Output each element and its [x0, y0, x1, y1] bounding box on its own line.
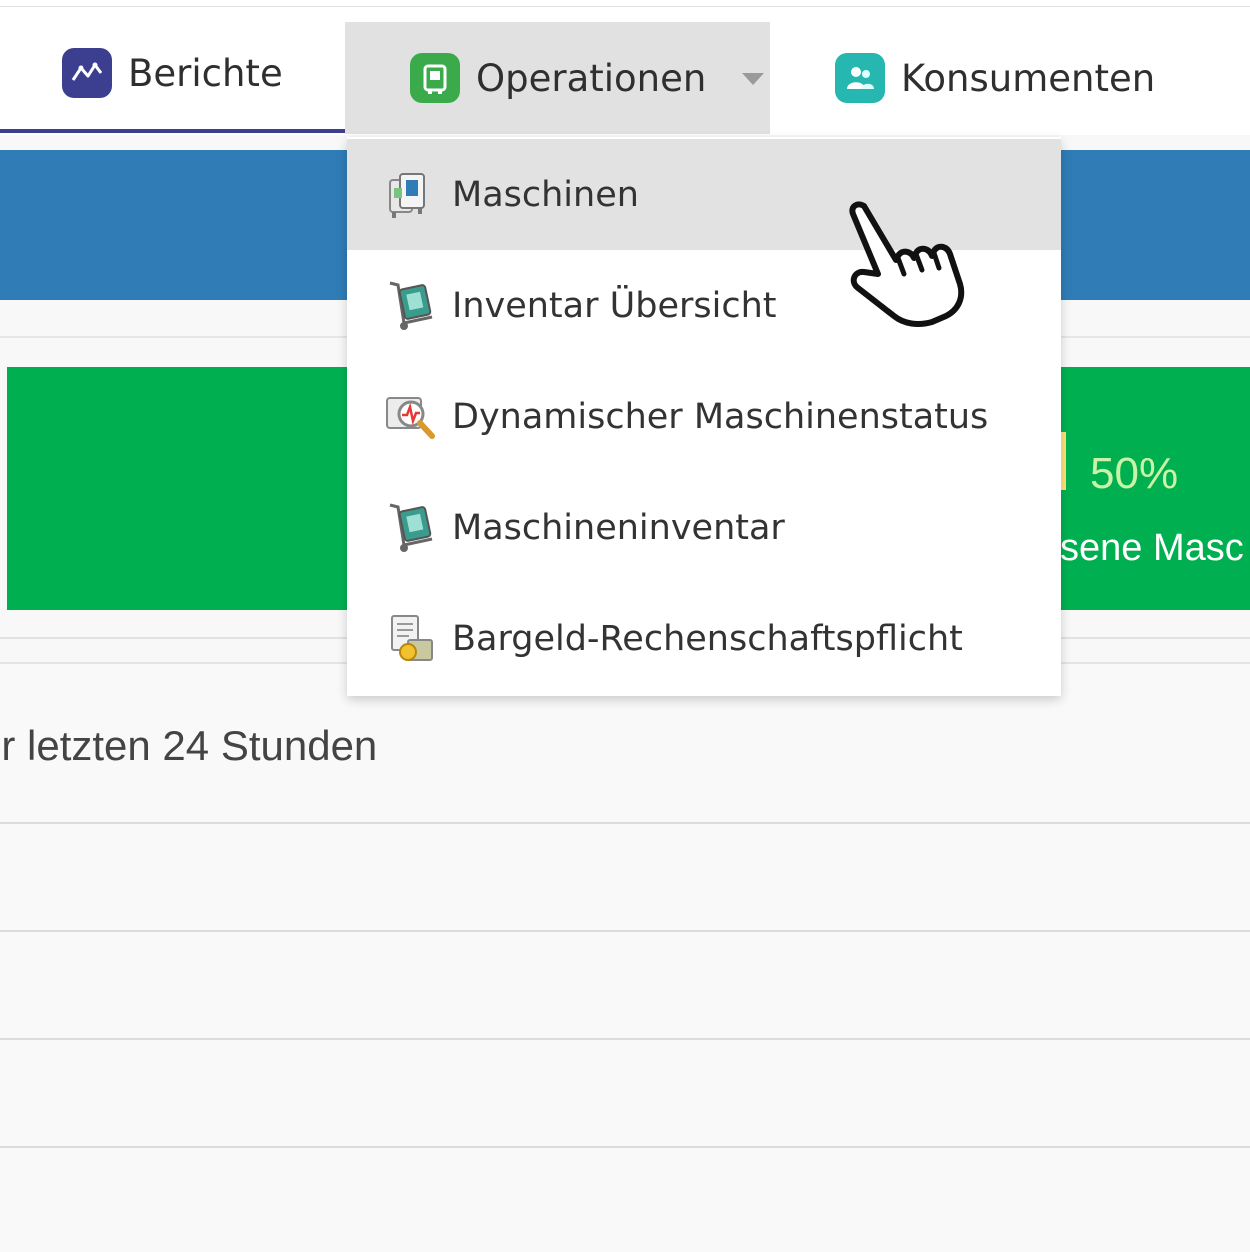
tab-berichte[interactable]: Berichte — [62, 48, 283, 98]
stat-label: sene Masc — [1060, 527, 1244, 569]
operationen-dropdown-menu: Maschinen Inventar Übersicht Dynamischer… — [347, 137, 1061, 696]
section-title: er letzten 24 Stunden — [0, 722, 378, 769]
menu-item-label: Bargeld-Rechenschaftspflicht — [452, 618, 963, 659]
menu-item-maschinen[interactable]: Maschinen — [347, 139, 1061, 250]
chevron-down-icon — [742, 73, 765, 85]
cash-report-icon — [384, 612, 438, 666]
machines-icon — [384, 168, 438, 222]
hand-pointer-cursor-icon — [849, 201, 965, 327]
active-tab-indicator — [0, 129, 345, 133]
menu-item-maschineninventar[interactable]: Maschineninventar — [347, 472, 1061, 583]
table-row — [0, 1038, 1250, 1040]
tab-konsumenten[interactable]: Konsumenten — [835, 53, 1155, 103]
menu-item-label: Inventar Übersicht — [452, 285, 777, 326]
menu-item-label: Maschineninventar — [452, 507, 785, 548]
stat-percent: 50% — [1090, 449, 1179, 498]
menu-item-label: Dynamischer Maschinenstatus — [452, 396, 989, 437]
chart-icon — [62, 48, 112, 98]
table-row — [0, 930, 1250, 932]
inventory-cart-icon — [384, 279, 438, 333]
tab-label: Operationen — [476, 56, 707, 100]
operations-icon — [410, 53, 460, 103]
menu-item-bargeld-rechenschaftspflicht[interactable]: Bargeld-Rechenschaftspflicht — [347, 583, 1061, 694]
menu-item-inventar-uebersicht[interactable]: Inventar Übersicht — [347, 250, 1061, 361]
stat-card — [7, 367, 352, 610]
users-icon — [835, 53, 885, 103]
tab-label: Berichte — [128, 51, 283, 95]
tab-label: Konsumenten — [901, 56, 1156, 100]
table-row — [0, 1146, 1250, 1148]
menu-item-dynamischer-maschinenstatus[interactable]: Dynamischer Maschinenstatus — [347, 361, 1061, 472]
inventory-cart-icon — [384, 501, 438, 555]
top-border — [0, 0, 1250, 7]
table-row — [0, 822, 1250, 824]
tab-operationen[interactable]: Operationen — [345, 22, 770, 134]
menu-item-label: Maschinen — [452, 174, 639, 215]
machine-status-search-icon — [384, 390, 438, 444]
